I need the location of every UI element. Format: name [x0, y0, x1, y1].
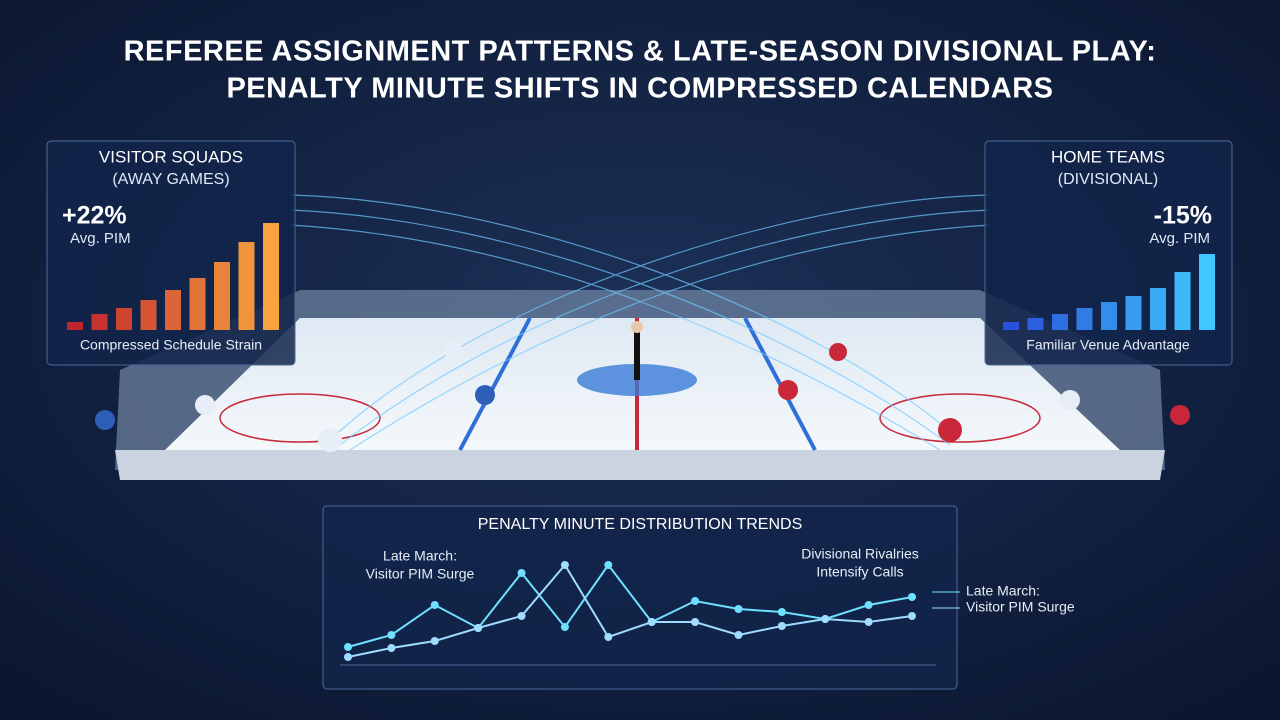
bar	[1076, 308, 1093, 330]
trend-chart: PENALTY MINUTE DISTRIBUTION TRENDS Late …	[322, 505, 1075, 690]
trend-point	[864, 618, 873, 626]
legend-label: Late March:	[966, 583, 1040, 599]
trend-point	[777, 622, 786, 630]
trend-point	[734, 605, 743, 613]
title-line: PENALTY MINUTE SHIFTS IN COMPRESSED CALE…	[226, 73, 1053, 105]
trend-point	[430, 637, 439, 645]
rink	[115, 290, 1165, 480]
bar	[67, 322, 83, 330]
trend-point	[344, 643, 352, 651]
panel-subheading: (AWAY GAMES)	[112, 171, 229, 188]
trend-point	[517, 569, 526, 577]
trend-point	[864, 601, 873, 609]
trend-point	[387, 631, 396, 639]
bar	[1052, 314, 1068, 330]
bar	[1174, 272, 1191, 330]
annotation: Late March:	[383, 548, 457, 564]
trend-line	[347, 563, 913, 658]
panel-box	[984, 140, 1233, 366]
panel-caption: Compressed Schedule Strain	[80, 337, 262, 353]
bar	[91, 314, 108, 330]
trend-point	[560, 561, 569, 569]
trend-point	[344, 653, 352, 661]
panel-stat: +22%	[62, 202, 127, 230]
bar	[1125, 296, 1142, 330]
bar	[263, 223, 279, 330]
trend-point	[691, 618, 700, 626]
trend-point	[387, 644, 396, 652]
trend-point	[647, 618, 656, 626]
annotation: Intensify Calls	[816, 564, 903, 580]
trend-point	[604, 561, 613, 569]
panel-heading: HOME TEAMS	[1051, 147, 1165, 166]
bar	[1150, 288, 1166, 330]
bar	[189, 278, 206, 330]
trend-point	[777, 608, 786, 616]
visitor-panel: VISITOR SQUADS (AWAY GAMES) +22% Avg. PI…	[46, 140, 296, 366]
bar	[1003, 322, 1019, 330]
light-streams	[289, 194, 991, 451]
trend-point	[430, 601, 439, 609]
panel-stat: -15%	[1154, 202, 1212, 230]
bar	[214, 262, 230, 330]
panel-stat-label: Avg. PIM	[70, 230, 131, 247]
bar	[1199, 254, 1215, 330]
trend-line	[347, 563, 913, 648]
bar	[1027, 318, 1044, 330]
trend-point	[560, 623, 569, 631]
title-line: REFEREE ASSIGNMENT PATTERNS & LATE-SEASO…	[124, 36, 1157, 68]
bar	[116, 308, 132, 330]
trend-point	[908, 593, 916, 601]
panel-box	[46, 140, 296, 366]
players	[95, 341, 1190, 452]
bar	[165, 290, 181, 330]
trend-point	[734, 631, 743, 639]
bar	[1101, 302, 1117, 330]
chart-title: PENALTY MINUTE DISTRIBUTION TRENDS	[478, 516, 802, 533]
annotation: Divisional Rivalries	[801, 546, 918, 562]
trend-point	[691, 597, 700, 605]
chart-box	[322, 505, 958, 690]
annotation: Visitor PIM Surge	[366, 566, 475, 582]
trend-point	[474, 624, 483, 632]
trend-point	[821, 615, 830, 623]
bar	[140, 300, 157, 330]
panel-subheading: (DIVISIONAL)	[1058, 171, 1158, 188]
trend-point	[517, 612, 526, 620]
panel-stat-label: Avg. PIM	[1149, 230, 1210, 247]
bar	[238, 242, 255, 330]
trend-point	[604, 633, 613, 641]
legend-label: Visitor PIM Surge	[966, 599, 1075, 615]
panel-heading: VISITOR SQUADS	[99, 147, 243, 166]
panel-caption: Familiar Venue Advantage	[1026, 337, 1190, 353]
home-panel: HOME TEAMS (DIVISIONAL) -15% Avg. PIM Fa…	[984, 140, 1233, 366]
trend-point	[908, 612, 916, 620]
